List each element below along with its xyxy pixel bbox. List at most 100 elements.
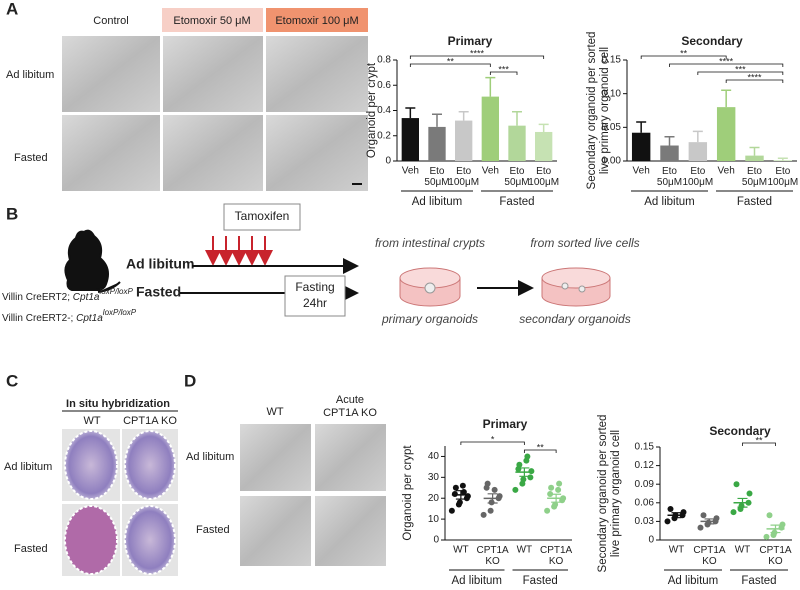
point xyxy=(547,491,554,498)
x-tick-label: Eto 50μM xyxy=(424,166,449,188)
point xyxy=(520,476,527,483)
culture-dish xyxy=(399,267,461,307)
column-label: CPT1A KO xyxy=(323,407,377,419)
micrograph xyxy=(163,36,263,112)
error-bar xyxy=(704,518,715,525)
error-bar xyxy=(455,490,466,500)
x-tick-label: WT xyxy=(735,545,751,556)
y-tick-label: 40 xyxy=(428,451,440,462)
error-bar xyxy=(749,146,760,156)
y-tick-label: 0.05 xyxy=(602,122,622,133)
point xyxy=(488,499,495,506)
bar xyxy=(535,131,553,161)
y-tick-label: 0.15 xyxy=(602,55,622,66)
crypt xyxy=(124,430,176,500)
significance-bracket xyxy=(669,63,784,67)
y-axis-label: Secondary organoid per sorted xyxy=(586,32,598,190)
x-tick-label: Veh xyxy=(402,166,419,177)
row-label: Fasted xyxy=(14,152,48,164)
error-bar xyxy=(485,76,496,97)
significance-label: ** xyxy=(537,442,545,452)
chart-title: Secondary xyxy=(681,34,743,48)
significance-label: ** xyxy=(755,435,763,445)
point xyxy=(705,519,712,526)
point xyxy=(548,484,555,491)
y-tick-label: 0 xyxy=(385,156,391,167)
error-bar xyxy=(519,467,530,477)
point xyxy=(733,481,740,488)
bar xyxy=(660,145,679,161)
culture-dish xyxy=(541,267,611,307)
y-tick-label: 0.10 xyxy=(602,88,622,99)
error-bar xyxy=(551,493,562,503)
bar xyxy=(631,132,651,161)
significance-bracket xyxy=(489,71,518,75)
x-tick-label: Eto 50μM xyxy=(742,166,767,188)
point xyxy=(528,468,535,475)
x-tick-label: CPT1A KO xyxy=(540,545,573,567)
point xyxy=(460,488,467,495)
bar xyxy=(428,126,446,161)
x-tick-label: Veh xyxy=(718,166,735,177)
point xyxy=(779,521,786,528)
x-tick-label: CPT1A KO xyxy=(477,545,510,567)
point xyxy=(456,499,463,506)
y-axis-label: Organoid per crypt xyxy=(366,62,378,158)
bar xyxy=(688,142,708,161)
panel-title: In situ hybridization xyxy=(66,398,170,410)
condition-label: Ad libitum xyxy=(126,256,194,272)
x-tick-label: Eto 50μM xyxy=(504,166,529,188)
error-bar xyxy=(512,111,522,126)
y-tick-label: 0.03 xyxy=(635,516,655,527)
y-tick-label: 30 xyxy=(428,472,440,483)
step-result: primary organoids xyxy=(381,312,478,326)
bar xyxy=(401,118,419,161)
significance-bracket xyxy=(409,55,545,59)
x-tick-label: Eto 100μM xyxy=(682,166,713,188)
box xyxy=(284,275,346,317)
point xyxy=(746,490,753,497)
micrograph xyxy=(266,115,368,191)
significance-bracket xyxy=(460,441,525,445)
point xyxy=(491,486,498,493)
y-tick-label: 0 xyxy=(433,535,439,546)
point xyxy=(766,512,773,519)
x-tick-label: CPT1A KO xyxy=(693,545,726,567)
x-tick-label: WT xyxy=(453,545,469,556)
significance-label: *** xyxy=(498,64,509,74)
point xyxy=(700,512,707,519)
y-axis-label: Organoid per crypt xyxy=(402,445,414,541)
point xyxy=(667,506,674,512)
error-bar xyxy=(770,524,781,534)
micrograph xyxy=(62,36,160,112)
y-tick-label: 10 xyxy=(428,514,440,525)
error-bar xyxy=(432,113,442,127)
error-bar xyxy=(737,497,748,508)
group-label: Fasted xyxy=(737,196,772,208)
crypt xyxy=(64,430,118,500)
bar xyxy=(455,120,473,161)
error-bar xyxy=(671,512,682,519)
significance-label: **** xyxy=(470,48,485,58)
micrograph xyxy=(240,424,311,491)
y-tick-label: 0.09 xyxy=(635,479,655,490)
significance-bracket xyxy=(697,71,784,75)
header-bg xyxy=(266,8,368,32)
point xyxy=(680,509,687,516)
error-bar xyxy=(664,136,675,146)
y-tick-label: 0.2 xyxy=(377,130,391,141)
group-label: Ad libitum xyxy=(668,575,719,587)
y-tick-label: 20 xyxy=(428,493,440,504)
y-axis-label: live primary organoid cell xyxy=(599,47,611,174)
crypt xyxy=(124,505,176,575)
x-tick-label: Eto 100μM xyxy=(767,166,798,188)
point xyxy=(524,453,531,460)
point xyxy=(452,484,459,491)
y-tick-label: 0 xyxy=(648,535,654,546)
bar xyxy=(773,160,793,161)
point xyxy=(459,482,466,489)
column-label: CPT1A KO xyxy=(123,415,177,427)
micrograph xyxy=(163,115,263,191)
column-label: Etomoxir 50 μM xyxy=(173,15,250,27)
